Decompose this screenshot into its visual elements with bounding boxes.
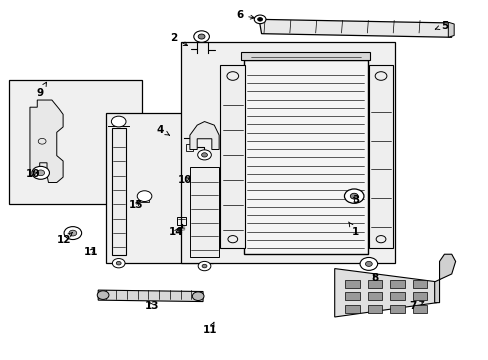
Bar: [181, 41, 394, 263]
Polygon shape: [434, 254, 455, 303]
Bar: [367, 305, 382, 313]
Bar: [140, 197, 149, 202]
Circle shape: [257, 18, 262, 21]
Text: 6: 6: [236, 10, 254, 20]
Bar: [412, 305, 427, 313]
Circle shape: [112, 258, 125, 268]
Circle shape: [201, 153, 207, 157]
Text: 1: 1: [348, 222, 359, 237]
Bar: [367, 292, 382, 300]
Circle shape: [344, 189, 363, 203]
Circle shape: [64, 226, 81, 239]
Polygon shape: [98, 290, 203, 302]
Circle shape: [254, 15, 265, 24]
Circle shape: [359, 257, 377, 270]
Circle shape: [37, 170, 44, 176]
Circle shape: [198, 34, 204, 39]
Text: 13: 13: [144, 301, 159, 311]
Bar: [189, 167, 219, 257]
Polygon shape: [189, 122, 219, 149]
Bar: [412, 292, 427, 300]
Bar: [105, 113, 212, 263]
Text: 4: 4: [157, 125, 169, 135]
Circle shape: [349, 193, 357, 199]
Text: 11: 11: [83, 247, 98, 257]
Text: 10: 10: [26, 168, 41, 179]
Bar: [220, 65, 245, 248]
Bar: [389, 292, 404, 300]
Text: 2: 2: [170, 33, 187, 46]
Circle shape: [111, 116, 126, 127]
Text: 12: 12: [57, 233, 72, 245]
Bar: [241, 52, 369, 60]
Text: 8: 8: [371, 273, 378, 283]
Polygon shape: [259, 19, 451, 37]
Circle shape: [116, 261, 121, 265]
Bar: [345, 305, 359, 313]
Bar: [367, 280, 382, 288]
Bar: [185, 144, 193, 151]
Text: 15: 15: [129, 200, 143, 210]
Polygon shape: [334, 269, 436, 317]
Bar: [9, 80, 142, 204]
Bar: [243, 60, 367, 253]
Text: 14: 14: [168, 227, 183, 237]
Circle shape: [97, 291, 109, 300]
Bar: [389, 280, 404, 288]
Circle shape: [202, 264, 206, 268]
Polygon shape: [30, 100, 63, 183]
Text: 7: 7: [408, 301, 423, 311]
Circle shape: [192, 292, 203, 301]
Bar: [412, 280, 427, 288]
Circle shape: [137, 191, 152, 202]
Circle shape: [198, 261, 210, 271]
Text: 10: 10: [178, 175, 192, 185]
Circle shape: [365, 261, 371, 266]
Bar: [389, 305, 404, 313]
Text: 9: 9: [36, 82, 46, 98]
Bar: [345, 292, 359, 300]
Polygon shape: [447, 22, 453, 37]
Bar: [177, 217, 185, 225]
Circle shape: [69, 230, 77, 236]
Bar: [345, 280, 359, 288]
Circle shape: [193, 31, 209, 42]
Bar: [368, 65, 392, 248]
Circle shape: [32, 166, 49, 179]
Text: 11: 11: [203, 322, 217, 335]
Text: 3: 3: [351, 195, 359, 205]
Circle shape: [197, 150, 211, 160]
Bar: [112, 128, 125, 255]
Text: 5: 5: [434, 21, 447, 31]
